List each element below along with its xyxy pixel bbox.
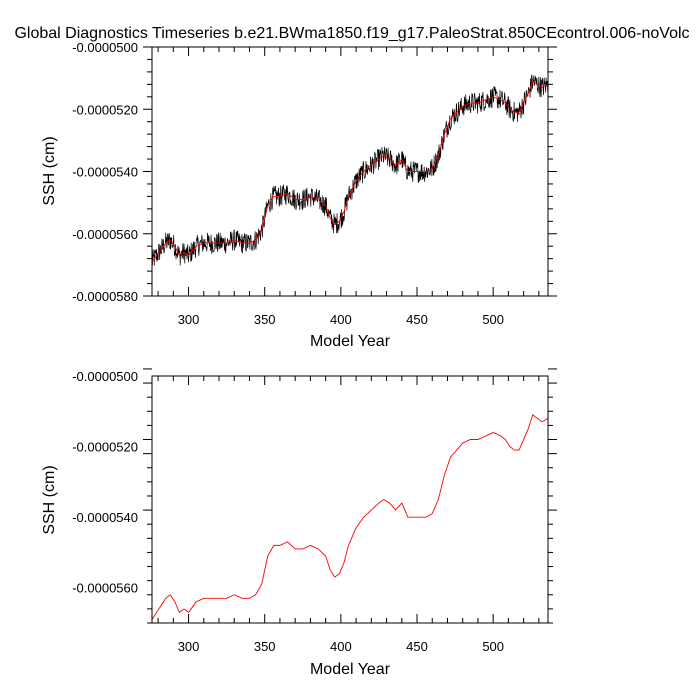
y-tick-label: -0.0000560 <box>72 581 138 596</box>
x-tick-label: 500 <box>482 312 504 327</box>
x-tick-label: 300 <box>178 312 200 327</box>
y-axis-title: SSH (cm) <box>41 465 58 534</box>
y-tick-label: -0.0000500 <box>72 369 138 384</box>
x-tick-label: 450 <box>406 312 428 327</box>
timeseries-panel-top: Model Year SSH (cm) 300 350 400 450 500 -0.00… <box>41 40 557 350</box>
y-axis-title: SSH (cm) <box>41 136 58 205</box>
y-tick-label: -0.0000540 <box>72 165 138 180</box>
x-tick-label: 350 <box>254 312 276 327</box>
x-tick-label: 300 <box>178 639 200 654</box>
x-tick-label: 400 <box>330 312 352 327</box>
x-axis-title: Model Year <box>310 333 391 350</box>
x-tick-label: 350 <box>254 639 276 654</box>
plot-frame <box>151 46 549 297</box>
chart-title: Global Diagnostics Timeseries b.e21.BWma… <box>14 25 689 42</box>
x-tick-label: 400 <box>330 639 352 654</box>
series-line-annual-mean <box>152 414 548 620</box>
x-tick-label: 500 <box>482 639 504 654</box>
y-tick-label: -0.0000580 <box>72 289 138 304</box>
y-tick-label: -0.0000560 <box>72 227 138 242</box>
y-tick-label: -0.0000520 <box>72 102 138 117</box>
y-tick-label: -0.0000520 <box>72 440 138 455</box>
plot-frame <box>151 375 549 624</box>
x-tick-label: 450 <box>406 639 428 654</box>
x-axis-title: Model Year <box>310 661 391 678</box>
y-tick-label: -0.0000500 <box>72 40 138 55</box>
series-line-monthly <box>152 74 548 266</box>
y-tick-label: -0.0000540 <box>72 510 138 525</box>
series-line-annual-mean <box>152 80 548 263</box>
timeseries-panel-bottom: Model Year SSH (cm) 300 350 400 450 500 -0.00… <box>41 368 557 678</box>
